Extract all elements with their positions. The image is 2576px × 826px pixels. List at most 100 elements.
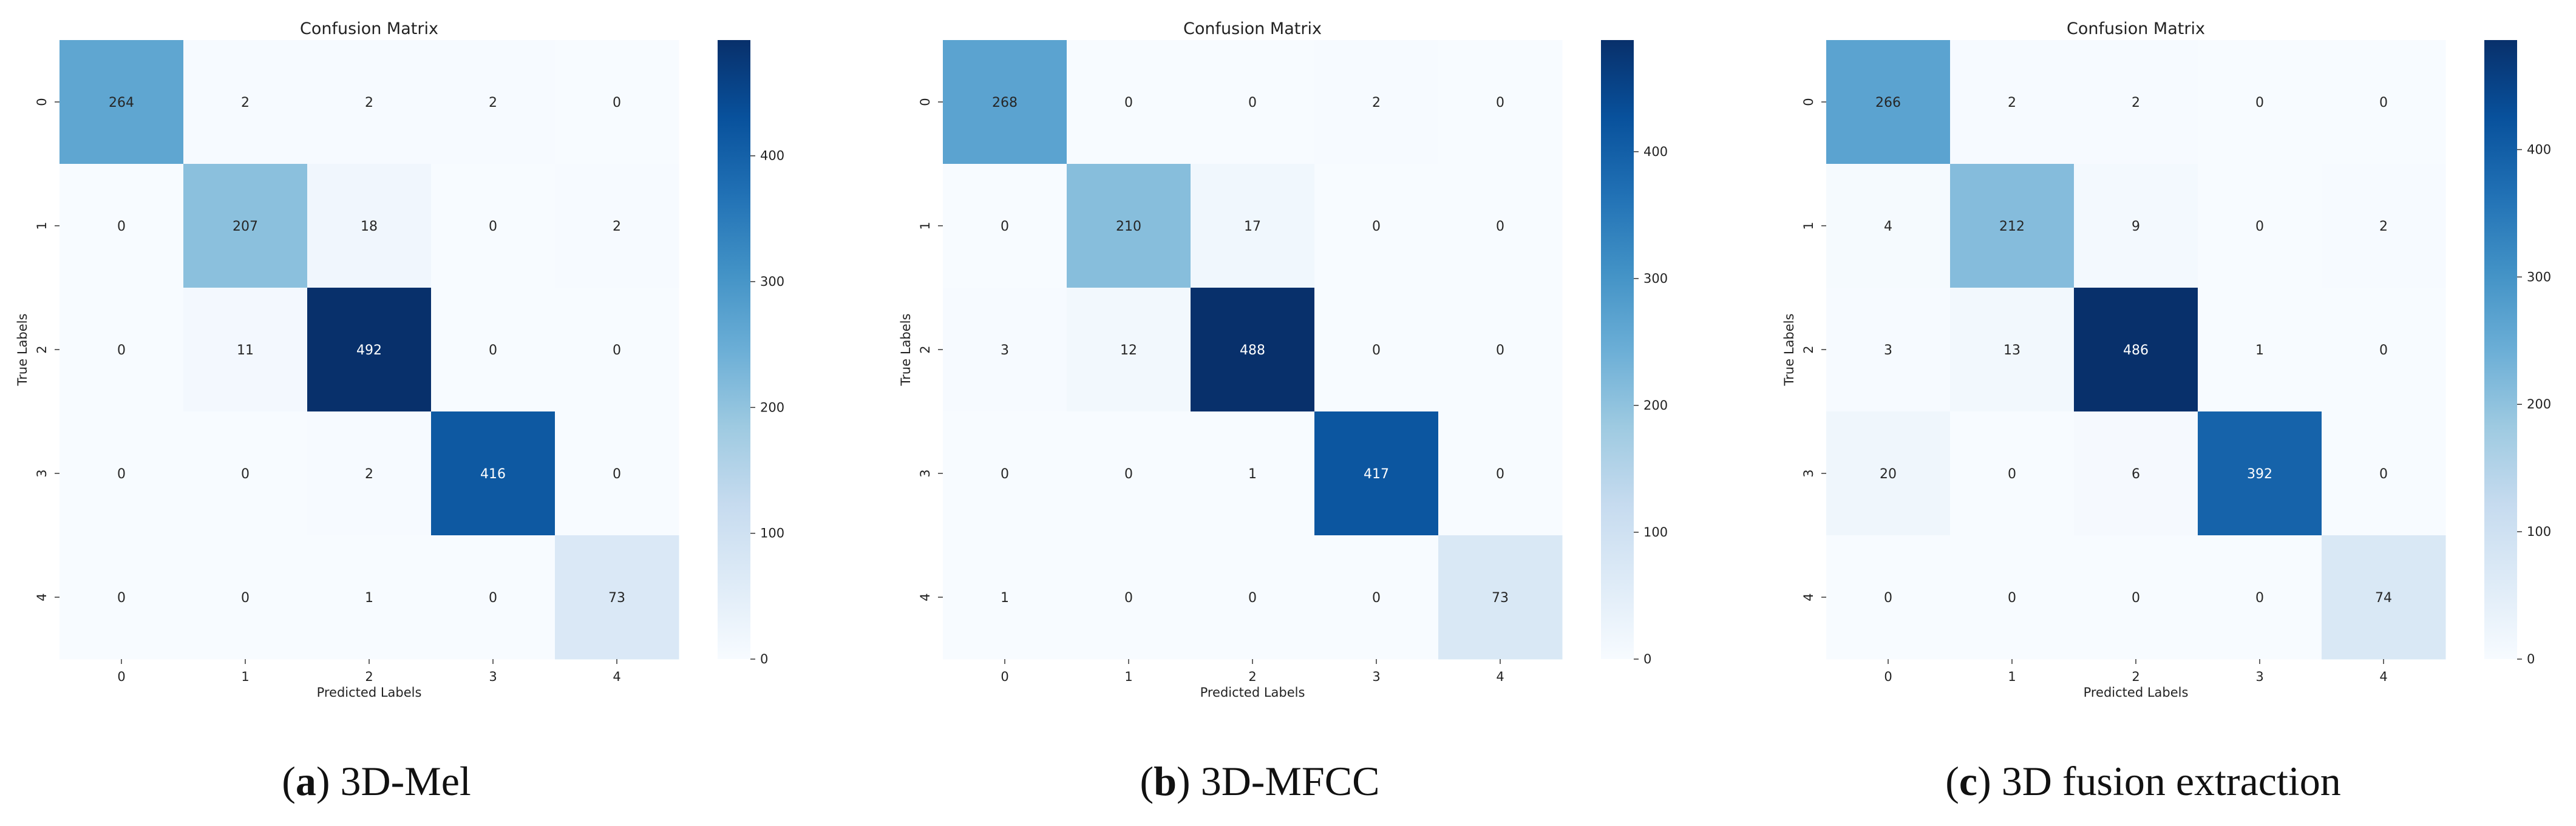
cell-value-label: 1 [1248,467,1257,482]
x-tick-label: 4 [613,669,620,684]
cell-value-label: 0 [1372,591,1381,606]
heatmap-cell [431,40,556,164]
heatmap-cell [2074,535,2198,660]
cell-value-label: 2 [1372,95,1381,110]
caption-text: 3D-Mel [341,758,471,804]
x-tick-label: 4 [2379,669,2387,684]
heatmap-cell [59,164,184,288]
x-tick-label: 0 [1001,669,1008,684]
heatmap-cell [1314,40,1439,164]
y-tick-label: 4 [35,593,49,601]
chart-title: Confusion Matrix [300,19,438,38]
y-axis-label: True Labels [899,314,913,387]
colorbar-tick-label: 300 [1643,271,1668,286]
heatmap-cell [1438,535,1563,660]
heatmap-cell [1067,535,1191,660]
heatmap-cell [1950,288,2075,412]
cell-value-label: 0 [2008,591,2016,606]
cell-value-label: 0 [489,343,497,358]
heatmap-cell [943,535,1067,660]
panel-caption: (a) 3D-Mel [282,758,471,804]
cell-value-label: 0 [1124,467,1133,482]
heatmap-cell [1826,164,1951,288]
x-tick-label: 4 [1496,669,1504,684]
heatmap-cell [943,164,1067,288]
heatmap-cell [1950,535,2075,660]
colorbar-tick-label: 100 [2527,524,2551,539]
heatmap-cell [307,288,432,412]
x-tick-label: 3 [2255,669,2263,684]
colorbar-tick-label: 200 [2527,397,2551,411]
x-tick-label: 2 [365,669,373,684]
x-tick-label: 1 [2008,669,2016,684]
heatmap-cell [2074,40,2198,164]
heatmap-cell [2074,288,2198,412]
caption-text: 3D fusion extraction [2002,758,2341,804]
y-axis-label: True Labels [1782,314,1796,387]
heatmap-cell [1826,288,1951,412]
cell-value-label: 0 [613,467,621,482]
cell-value-label: 13 [2003,343,2020,358]
cell-value-label: 0 [1372,219,1381,234]
cell-value-label: 212 [1999,219,2025,234]
colorbar-tick-label: 200 [760,400,784,415]
cell-value-label: 0 [117,591,126,606]
chart-title: Confusion Matrix [2067,19,2205,38]
cell-value-label: 20 [1880,467,1897,482]
heatmap-cell [555,288,679,412]
cell-value-label: 0 [1248,591,1257,606]
colorbar-tick-label: 0 [2527,652,2535,666]
colorbar [2484,40,2517,659]
heatmap-cell [2198,164,2322,288]
cell-value-label: 2 [241,95,250,110]
heatmap-cell [2198,288,2322,412]
cell-value-label: 0 [2379,343,2388,358]
heatmap-cell [1438,164,1563,288]
cell-value-label: 416 [480,467,506,482]
cell-value-label: 0 [1124,95,1133,110]
y-tick-label: 0 [35,98,49,106]
cell-value-label: 0 [489,591,497,606]
cell-value-label: 12 [1120,343,1137,358]
cell-value-label: 1 [2255,343,2264,358]
heatmap-cell [1826,411,1951,536]
x-tick-label: 3 [1372,669,1380,684]
heatmap-cell [183,288,308,412]
heatmap-cell [555,411,679,536]
y-tick-label: 4 [918,593,933,601]
colorbar-tick-label: 100 [1643,525,1668,540]
heatmap-cell [1067,288,1191,412]
heatmap-cell [1067,40,1191,164]
colorbar-tick-label: 0 [1643,652,1651,666]
caption-text: 3D-MFCC [1201,758,1380,804]
panel-caption: (b) 3D-MFCC [1140,758,1380,804]
caption-open-paren: ( [1945,758,1959,804]
x-tick-label: 1 [1124,669,1132,684]
heatmap-cell [2322,40,2446,164]
x-tick-label: 0 [117,669,125,684]
caption-letter: b [1154,758,1177,804]
colorbar-tick-label: 400 [1643,144,1668,159]
heatmap-cell [59,40,184,164]
colorbar-tick-label: 0 [760,652,768,666]
caption-open-paren: ( [1140,758,1154,804]
colorbar-tick-label: 100 [760,526,784,541]
heatmap-cell [2074,164,2198,288]
cell-value-label: 0 [117,343,126,358]
y-tick-label: 4 [1801,593,1816,601]
heatmap-cell [2322,164,2446,288]
cell-value-label: 2 [2132,95,2140,110]
cell-value-label: 0 [2255,591,2264,606]
colorbar [1601,40,1634,659]
cell-value-label: 264 [109,95,134,110]
cell-value-label: 1 [1001,591,1009,606]
heatmap-cell [1826,535,1951,660]
heatmap-cell [555,40,679,164]
cell-value-label: 0 [1496,219,1504,234]
caption-open-paren: ( [282,758,296,804]
caption-close-paren: ) [316,758,341,804]
cell-value-label: 486 [2123,343,2149,358]
colorbar-tick-label: 400 [760,149,784,163]
y-tick-label: 2 [918,345,933,353]
